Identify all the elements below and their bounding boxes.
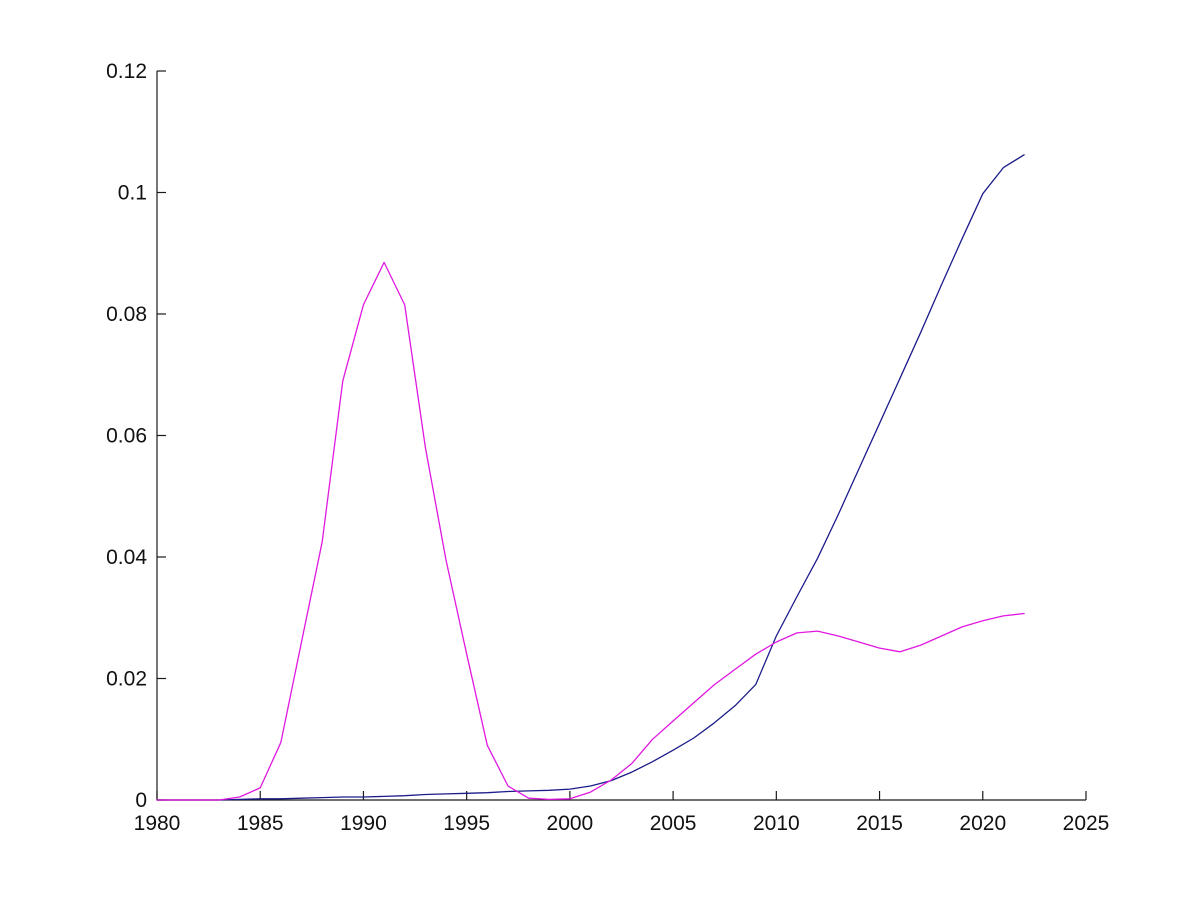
x-tick-label: 2010 [753, 812, 800, 835]
x-tick-label: 1980 [134, 812, 181, 835]
y-tick-label: 0.1 [118, 182, 147, 205]
x-tick-label: 1990 [340, 812, 387, 835]
y-tick-label: 0.04 [106, 546, 147, 569]
y-tick-label: 0 [135, 789, 147, 812]
x-tick-label: 2020 [959, 812, 1006, 835]
y-tick-label: 0.06 [106, 425, 147, 448]
x-tick-label: 1985 [237, 812, 284, 835]
y-tick-label: 0.08 [106, 303, 147, 326]
tick-labels: 1980 1985 1990 1995 2000 2005 2010 2015 2020 2025… [106, 60, 1109, 835]
axes [156, 70, 1087, 801]
series-line-magenta-line [156, 261, 1025, 801]
x-tick-label: 2000 [547, 812, 594, 835]
x-tick-label: 2015 [856, 812, 903, 835]
series-line-navy-line [156, 154, 1025, 801]
x-tick-label: 2025 [1063, 812, 1110, 835]
x-tick-label: 1995 [443, 812, 490, 835]
y-tick-label: 0.02 [106, 668, 147, 691]
y-tick-label: 0.12 [106, 60, 147, 83]
x-tick-label: 2005 [650, 812, 697, 835]
series-lines [156, 154, 1025, 801]
